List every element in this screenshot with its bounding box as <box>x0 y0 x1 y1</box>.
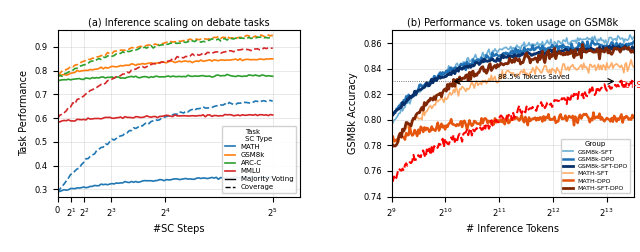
Y-axis label: Task Performance: Task Performance <box>19 70 29 156</box>
Text: CoT-SC: CoT-SC <box>620 81 640 90</box>
Y-axis label: GSM8k Accuracy: GSM8k Accuracy <box>348 73 358 154</box>
Legend: MATH, GSM8k, ARC-C, MMLU, Majority Voting, Coverage: MATH, GSM8k, ARC-C, MMLU, Majority Votin… <box>222 126 296 193</box>
Title: (a) Inference scaling on debate tasks: (a) Inference scaling on debate tasks <box>88 18 269 28</box>
Legend: GSM8k-SFT, GSM8k-DPO, GSM8k-SFT-DPO, MATH-SFT, MATH-DPO, MATH-SFT-DPO: GSM8k-SFT, GSM8k-DPO, GSM8k-SFT-DPO, MAT… <box>561 139 630 194</box>
X-axis label: #SC Steps: #SC Steps <box>153 224 204 234</box>
X-axis label: # Inference Tokens: # Inference Tokens <box>466 224 559 234</box>
Title: (b) Performance vs. token usage on GSM8k: (b) Performance vs. token usage on GSM8k <box>407 18 618 28</box>
Text: 88.5% Tokens Saved: 88.5% Tokens Saved <box>499 74 570 80</box>
